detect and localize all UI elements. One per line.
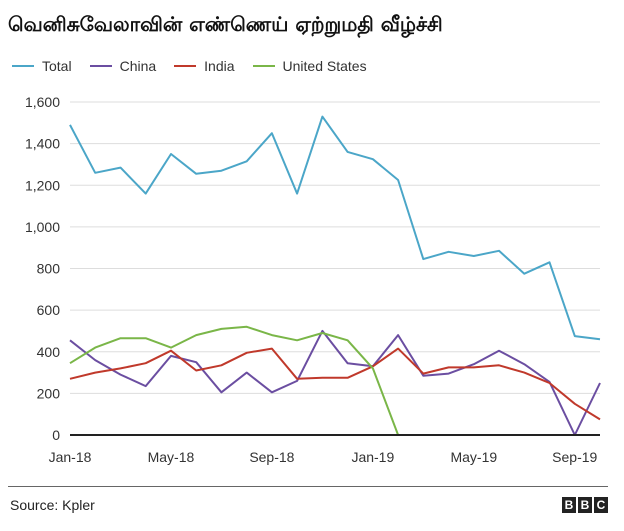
legend-label: United States [282, 58, 367, 74]
legend-item: India [174, 58, 235, 74]
bbc-logo-letter: B [562, 497, 576, 513]
y-tick-label: 1,000 [25, 219, 60, 235]
x-tick-label: Sep-18 [249, 449, 294, 465]
legend-label: India [204, 58, 235, 74]
legend-item: China [89, 58, 157, 74]
legend-item: Total [12, 58, 72, 74]
series-line-china [69, 329, 601, 436]
bbc-logo: B B C [560, 497, 608, 513]
legend-label: Total [42, 58, 72, 74]
chart-title: வெனிசுவேலாவின் எண்ணெய் ஏற்றுமதி வீழ்ச்சி [8, 12, 443, 36]
legend-swatch [89, 65, 112, 67]
legend-swatch [174, 65, 197, 67]
legend-label: China [119, 58, 157, 74]
legend-swatch [12, 65, 34, 67]
y-tick-label: 1,200 [25, 177, 60, 193]
y-tick-label: 400 [37, 344, 61, 360]
y-tick-label: 1,600 [25, 94, 60, 110]
line-chart: 0 200 400 600 800 1,000 1,200 1,400 1,600 Jan-18 M… [25, 94, 601, 465]
x-tick-label: Jan-18 [49, 449, 92, 465]
x-tick-label: Jan-19 [351, 449, 394, 465]
y-tick-label: 1,400 [25, 136, 60, 152]
y-tick-label: 0 [52, 427, 60, 443]
x-tick-label: May-19 [450, 449, 497, 465]
y-tick-label: 200 [37, 385, 61, 401]
footer-divider [8, 486, 608, 487]
legend-item: United States [252, 58, 367, 74]
series-line-total [69, 115, 601, 341]
bbc-logo-letter: B [578, 497, 592, 513]
bbc-logo-letter: C [594, 497, 608, 513]
y-tick-label: 800 [37, 261, 61, 277]
y-tick-label: 600 [37, 302, 61, 318]
source-note: Source: Kpler [10, 497, 95, 513]
x-tick-label: May-18 [148, 449, 195, 465]
legend-swatch [252, 65, 275, 67]
chart-legend: Total China India United States [12, 58, 385, 74]
series-line-india [69, 347, 601, 421]
x-tick-label: Sep-19 [552, 449, 597, 465]
